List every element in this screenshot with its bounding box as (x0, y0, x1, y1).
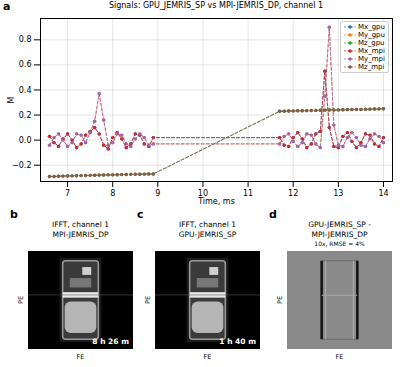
svg-text:0.0: 0.0 (19, 136, 32, 145)
svg-text:8 h 26 m: 8 h 26 m (92, 337, 129, 346)
svg-text:b: b (10, 208, 18, 221)
svg-text:c: c (137, 208, 144, 221)
svg-text:0.4: 0.4 (19, 86, 32, 95)
svg-text:PE: PE (276, 296, 284, 304)
svg-text:1 h 40 m: 1 h 40 m (219, 337, 256, 346)
html-text:Signals: GPU_JEMRIS_SP vs MPI-: Signals: GPU_JEMRIS_SP vs MPI-JEMRIS_DP,… (108, 1, 324, 10)
svg-text:M: M (7, 96, 16, 103)
svg-text:MPI-JEMRIS_DP: MPI-JEMRIS_DP (312, 230, 368, 239)
svg-text:FE: FE (204, 353, 212, 361)
svg-text:MPI-JEMRIS_DP: MPI-JEMRIS_DP (53, 230, 109, 239)
svg-text:IFFT, channel 1: IFFT, channel 1 (179, 220, 236, 229)
svg-text:10: 10 (197, 189, 209, 199)
svg-text:11: 11 (243, 189, 253, 198)
html-text:Mx_gpu: Mx_gpu (358, 23, 385, 31)
svg-text:14: 14 (378, 189, 388, 198)
svg-text:PE: PE (17, 296, 25, 304)
html-text:a: a (3, 0, 11, 13)
html-text:Mz_mpi: Mz_mpi (358, 63, 385, 71)
svg-text:FE: FE (77, 353, 85, 361)
svg-text:9: 9 (155, 189, 160, 198)
svg-text:GPU-JEMRIS_SP -: GPU-JEMRIS_SP - (308, 220, 371, 229)
svg-text:IFFT, channel 1: IFFT, channel 1 (52, 220, 109, 229)
svg-text:−0.2: −0.2 (12, 161, 31, 170)
svg-text:7: 7 (65, 189, 70, 198)
svg-text:0.6: 0.6 (19, 60, 32, 69)
svg-text:FE: FE (336, 353, 344, 361)
svg-text:0.8: 0.8 (19, 35, 32, 44)
svg-text:0.2: 0.2 (19, 111, 32, 120)
html-text:Mz_gpu: Mz_gpu (358, 39, 385, 47)
svg-text:PE: PE (144, 296, 152, 304)
svg-text:GPU-JEMRIS_SP: GPU-JEMRIS_SP (179, 230, 237, 239)
svg-text:8: 8 (110, 189, 115, 198)
svg-text:d: d (269, 208, 277, 221)
svg-text:10x, RMSE = 4%: 10x, RMSE = 4% (314, 240, 365, 247)
svg-text:13: 13 (333, 189, 343, 198)
svg-text:Time, ms: Time, ms (197, 197, 235, 206)
html-text:My_mpi: My_mpi (358, 55, 385, 63)
html-text:Mx_mpi: Mx_mpi (358, 47, 385, 55)
svg-text:12: 12 (288, 189, 298, 198)
html-text:My_gpu: My_gpu (358, 31, 385, 39)
